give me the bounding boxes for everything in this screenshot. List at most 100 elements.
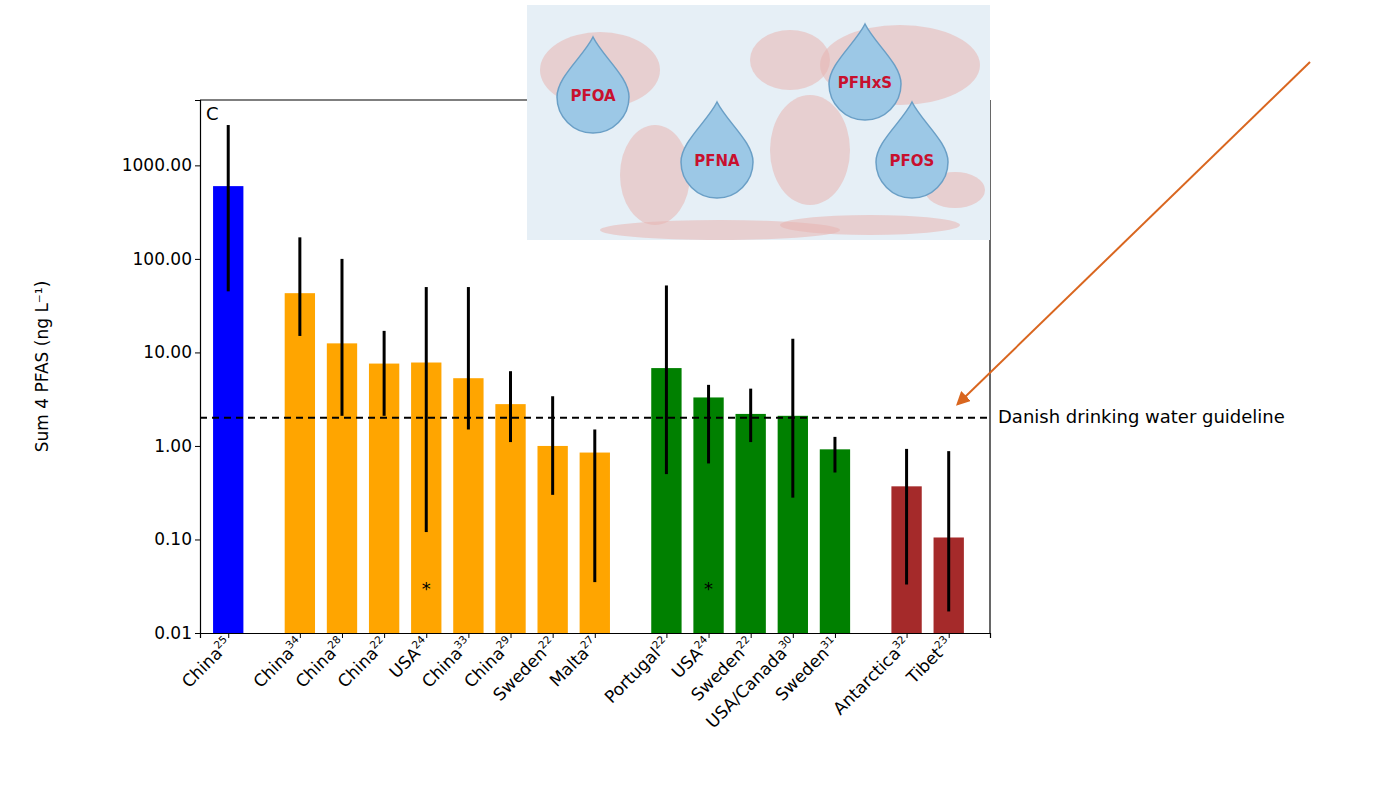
error-bar [425,287,428,532]
tick-mark [595,633,596,638]
tick-mark [426,633,427,638]
tick-mark [342,633,343,638]
reference: 29 [494,633,512,651]
tick-label: China22 [333,633,392,692]
y-axis: 0.01 0.10 1.00 10.00 100.00 1000.00 [122,101,201,643]
tick: Tibet23 [901,633,956,688]
tick-mark [195,352,200,353]
tick-label: Portugal22 [600,633,674,707]
tick: China22 [333,633,392,692]
tick: Sweden22 [488,633,560,705]
reference: 22 [536,633,554,651]
error-bar [791,339,794,498]
map-shape [770,95,850,205]
tick: 1.00 [154,436,200,456]
reference: 34 [283,633,301,651]
tick-mark [195,165,200,166]
error-bar [551,396,554,495]
reference: 30 [776,633,794,651]
error-bar [905,449,908,585]
reference: 22 [367,633,385,651]
tick-mark [195,539,200,540]
tick-mark [835,633,836,638]
error-bar [665,285,668,474]
tick: 0.10 [154,529,200,549]
error-bar [298,237,301,336]
tick-label: Sweden31 [770,633,842,705]
droplet [557,37,629,133]
tick-label: Malta27 [545,633,602,690]
tick: 1000.00 [122,155,200,175]
axis-line [201,634,991,639]
tick-label: 1000.00 [122,155,192,175]
error-bar [467,287,470,429]
bar [820,449,850,633]
bar [285,293,315,633]
tick-mark [511,633,512,638]
reference: 23 [932,633,950,651]
tick-mark [300,633,301,638]
reference: 22 [734,633,752,651]
error-bar [707,385,710,464]
tick: China25 [177,633,236,692]
panel-label: C [206,103,219,124]
category-name: Portugal [600,643,664,707]
map-shape [780,215,960,235]
guideline-label: Danish drinking water guideline [998,406,1285,427]
x-axis: China25China34China28China22USA24China33… [177,633,991,732]
tick: 10.00 [143,342,200,362]
tick-label: Tibet23 [901,633,956,688]
inset-label: PFOA [570,87,616,105]
reference: 33 [451,633,469,651]
reference: 24 [409,633,427,651]
reference: 27 [578,633,596,651]
inset-label: PFHxS [838,74,892,92]
error-bar [340,259,343,416]
tick: 100.00 [133,249,200,269]
category-name: Sweden [489,643,551,705]
tick-mark [666,633,667,638]
tick-mark [228,633,229,638]
tick: Antarctica32 [828,633,914,719]
tick-label: 0.01 [154,623,192,643]
arrow [958,62,1310,404]
error-bar [947,451,950,611]
tick-label: 1.00 [154,436,192,456]
tick-mark [553,633,554,638]
tick: Sweden31 [770,633,842,705]
tick-mark [709,633,710,638]
tick-mark [384,633,385,638]
reference: 25 [211,633,229,651]
error-bar [749,389,752,442]
bar [736,414,766,633]
tick-mark [793,633,794,638]
reference: 28 [325,633,343,651]
error-bar [593,429,596,582]
tick-mark [468,633,469,638]
inset: PFOAPFNAPFHxSPFOS [527,5,990,240]
reference: 31 [818,633,836,651]
map-shape [620,125,690,225]
tick: Malta27 [545,633,602,690]
reference: 24 [692,633,710,651]
annotation: * [704,578,713,599]
reference: 32 [890,633,908,651]
inset-label: PFOS [890,152,935,170]
tick: 0.01 [154,623,200,643]
error-bar [383,331,386,416]
error-bar [509,371,512,442]
tick-mark [195,259,200,260]
inset-background [527,5,990,240]
error-bar [833,437,836,473]
droplet [829,24,901,120]
category-name: Sweden [771,643,833,705]
tick-label: Sweden22 [488,633,560,705]
tick-label: Antarctica32 [828,633,914,719]
droplet [681,102,753,198]
tick-label: 10.00 [143,342,192,362]
tick: Portugal22 [600,633,674,707]
tick-mark [751,633,752,638]
tick-label: 0.10 [154,529,192,549]
droplet [876,102,948,198]
annotation: * [422,578,431,599]
